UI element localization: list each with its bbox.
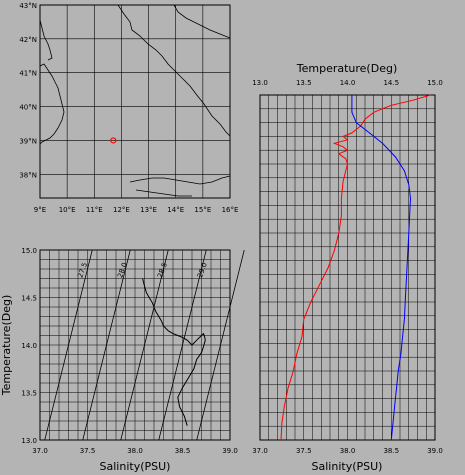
coastline-italy-north — [173, 4, 231, 39]
map-y-tick-label: 39°N — [19, 137, 37, 145]
ts-y-tick-label: 15.0 — [21, 247, 37, 255]
profile-top-tick-label: 13.0 — [252, 79, 268, 87]
map-x-tick-label: 11°E — [86, 206, 103, 214]
profile-top-tick-label: 15.0 — [427, 79, 443, 87]
map-x-tick-label: 13°E — [140, 206, 157, 214]
ts-x-tick-label: 38.0 — [127, 447, 143, 455]
profile-bottom-axis-title: Salinity(PSU) — [312, 460, 383, 473]
profile-grid — [259, 94, 436, 441]
map-x-tick-label: 16°E — [222, 206, 239, 214]
profile-panel: 13.0 13.5 14.0 14.5 15.0 37.0 37.5 38.0 38.5 39.… — [252, 62, 443, 473]
map-y-tick-label: 40°N — [19, 104, 37, 112]
salinity-profile-line — [351, 95, 412, 441]
profile-top-ticks: 13.0 13.5 14.0 14.5 15.0 — [252, 79, 443, 87]
isopycnal-line — [82, 249, 131, 441]
map-x-tick-label: 15°E — [194, 206, 211, 214]
isopycnal-line — [158, 249, 207, 441]
profile-bottom-tick-label: 38.0 — [340, 447, 356, 455]
isopycnal-line — [196, 249, 245, 441]
coastline-sicily — [129, 175, 231, 185]
coastline-sicily-south — [135, 189, 192, 197]
profile-bottom-tick-label: 37.5 — [296, 447, 312, 455]
map-plot-area — [39, 4, 231, 199]
map-y-ticks: 38°N 39°N 40°N 41°N 42°N 43°N — [19, 2, 37, 179]
map-y-tick-label: 41°N — [19, 70, 37, 78]
ts-y-tick-label: 14.5 — [21, 295, 37, 303]
coastline-sardinia — [39, 63, 65, 145]
map-x-tick-label: 10°E — [59, 206, 76, 214]
map-y-tick-label: 43°N — [19, 2, 37, 10]
map-y-tick-label: 42°N — [19, 36, 37, 44]
ts-curve — [142, 278, 206, 426]
map-x-tick-label: 14°E — [167, 206, 184, 214]
coastline-italy — [117, 4, 231, 137]
station-marker — [110, 137, 117, 144]
map-x-ticks: 9°E 10°E 11°E 12°E 13°E 14°E 15°E 16°E — [34, 206, 239, 214]
map-panel: 9°E 10°E 11°E 12°E 13°E 14°E 15°E 16°E 38°N 39°N… — [19, 2, 238, 214]
ts-panel: 27.5 28.0 28.5 29.0 37.0 37.5 38.0 38.5 39.0 13… — [0, 247, 245, 473]
ts-y-ticks: 13.0 13.5 14.0 14.5 15.0 — [21, 247, 37, 445]
ts-x-tick-label: 38.5 — [175, 447, 191, 455]
ts-x-tick-label: 37.0 — [32, 447, 48, 455]
map-x-tick-label: 12°E — [113, 206, 130, 214]
profile-top-tick-label: 14.0 — [340, 79, 356, 87]
ts-y-axis-title: Temperature(Deg) — [0, 295, 13, 396]
profile-top-axis-title: Temperature(Deg) — [296, 62, 397, 75]
ts-y-tick-label: 13.5 — [21, 390, 37, 398]
map-y-tick-label: 38°N — [19, 171, 37, 179]
ts-y-tick-label: 13.0 — [21, 437, 37, 445]
ts-y-tick-label: 14.0 — [21, 342, 37, 350]
ts-x-tick-label: 39.0 — [222, 447, 238, 455]
map-coastline — [39, 4, 231, 197]
isopycnal-line — [120, 249, 169, 441]
ts-x-ticks: 37.0 37.5 38.0 38.5 39.0 — [32, 447, 238, 455]
ts-x-tick-label: 37.5 — [80, 447, 96, 455]
ts-x-axis-title: Salinity(PSU) — [100, 460, 171, 473]
profile-bottom-tick-label: 38.5 — [383, 447, 399, 455]
coastline-sardinia-east — [39, 19, 53, 61]
ts-grid — [39, 249, 231, 441]
map-grid — [39, 4, 231, 198]
profile-top-tick-label: 13.5 — [296, 79, 312, 87]
profile-top-tick-label: 14.5 — [383, 79, 399, 87]
isopycnal-line — [44, 249, 93, 441]
profile-bottom-tick-label: 39.0 — [427, 447, 443, 455]
profile-bottom-tick-label: 37.0 — [252, 447, 268, 455]
map-x-tick-label: 9°E — [34, 206, 46, 214]
profile-bottom-ticks: 37.0 37.5 38.0 38.5 39.0 — [252, 447, 443, 455]
